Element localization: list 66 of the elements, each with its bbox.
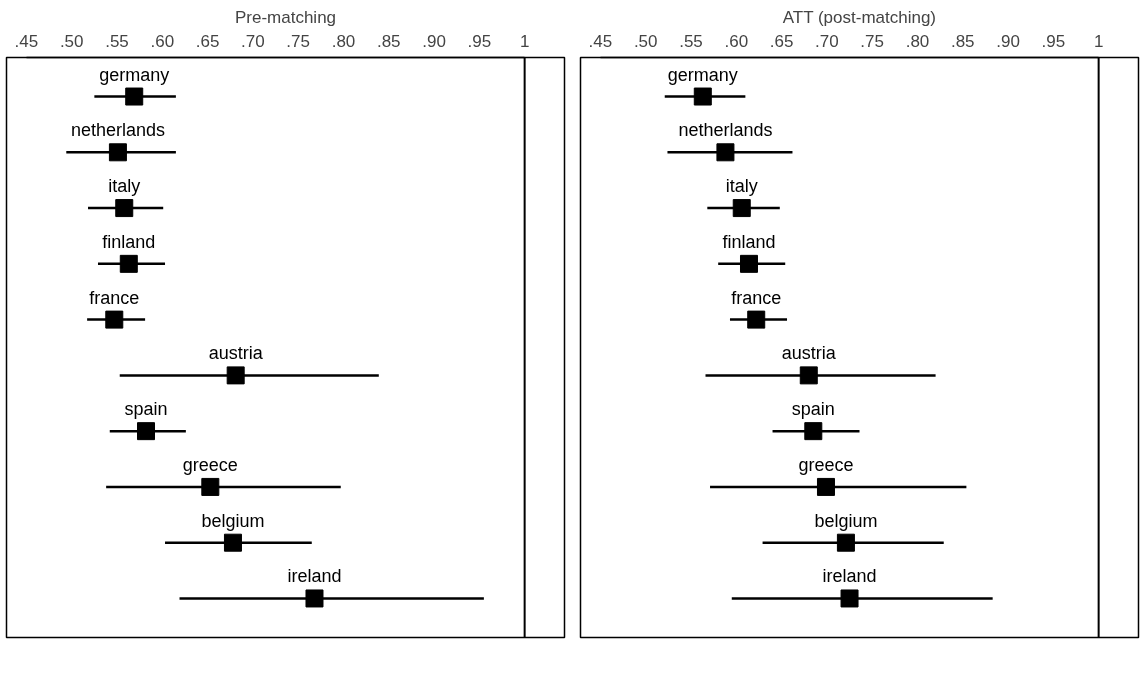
point — [115, 199, 134, 218]
x-tick-label: .85 — [376, 31, 401, 51]
series-label: france — [731, 287, 782, 308]
point — [226, 366, 245, 385]
series-label: netherlands — [678, 120, 773, 141]
x-tick-label: 1 — [519, 31, 530, 51]
series-label: spain — [124, 399, 168, 420]
point — [836, 533, 855, 552]
x-tick-label: .70 — [815, 31, 839, 51]
series-label: ireland — [287, 566, 342, 587]
x-tick-label: .75 — [286, 31, 311, 51]
x-tick-label: .80 — [905, 31, 930, 51]
point — [693, 87, 712, 106]
series-label: belgium — [201, 510, 265, 531]
point — [716, 143, 735, 162]
series-label: belgium — [814, 510, 878, 531]
series-label: italy — [108, 176, 141, 197]
chart-title: ATT (post-matching) — [782, 7, 937, 27]
x-tick-label: .95 — [467, 31, 492, 51]
x-tick-label: .75 — [860, 31, 885, 51]
x-tick-label: .55 — [679, 31, 703, 51]
point — [125, 87, 144, 106]
series-label: germany — [667, 64, 738, 85]
series-label: ireland — [822, 566, 877, 587]
point — [747, 310, 766, 329]
x-tick-label: .45 — [14, 31, 39, 51]
x-tick-label: .65 — [195, 31, 220, 51]
series-label: france — [89, 287, 140, 308]
x-tick-label: 1 — [1093, 31, 1104, 51]
series-label: germany — [99, 64, 170, 85]
point — [108, 143, 127, 162]
point — [119, 254, 138, 273]
chart-title: Pre-matching — [234, 7, 337, 27]
point — [804, 422, 823, 441]
series-label: netherlands — [70, 120, 165, 141]
point — [840, 589, 859, 608]
x-tick-label: .50 — [633, 31, 658, 51]
series-label: italy — [725, 176, 758, 197]
point — [137, 422, 155, 441]
x-tick-label: .55 — [105, 31, 129, 51]
point — [223, 533, 242, 552]
x-tick-label: .65 — [769, 31, 794, 51]
series-label: greece — [182, 454, 238, 475]
point — [799, 366, 818, 385]
x-tick-label: .85 — [950, 31, 975, 51]
point — [739, 254, 758, 273]
point — [201, 477, 220, 496]
point — [105, 310, 124, 329]
x-tick-label: .70 — [241, 31, 265, 51]
x-tick-label: .50 — [59, 31, 84, 51]
x-tick-label: .45 — [588, 31, 613, 51]
x-tick-label: .90 — [422, 31, 446, 51]
series-label: austria — [208, 343, 264, 364]
x-tick-label: .60 — [724, 31, 749, 51]
series-label: finland — [722, 231, 776, 252]
series-label: greece — [798, 454, 854, 475]
series-label: austria — [781, 343, 837, 364]
x-tick-label: .95 — [1041, 31, 1066, 51]
point — [816, 477, 835, 496]
x-tick-label: .80 — [331, 31, 356, 51]
point — [732, 199, 751, 218]
x-tick-label: .60 — [150, 31, 175, 51]
series-label: finland — [102, 231, 156, 252]
point — [305, 589, 324, 608]
series-label: spain — [791, 399, 835, 420]
x-tick-label: .90 — [996, 31, 1020, 51]
